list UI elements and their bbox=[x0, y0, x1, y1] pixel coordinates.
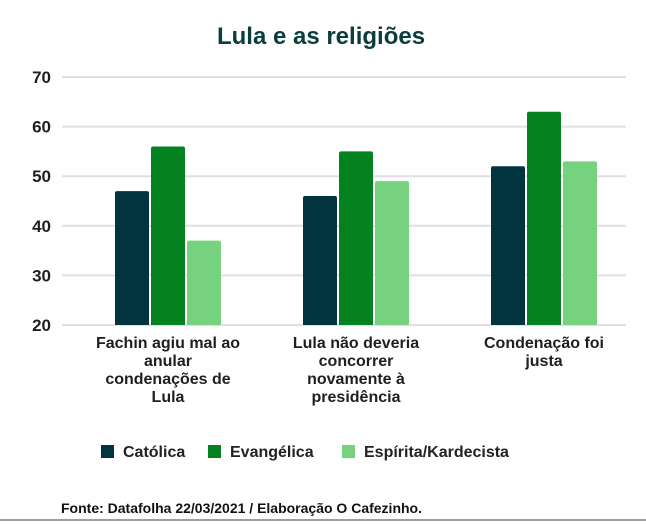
x-tick-label: Lula não deveria concorrer novamente à pres… bbox=[293, 335, 419, 406]
y-tick-label: 60 bbox=[32, 118, 51, 137]
x-tick-label-line: condenações de bbox=[105, 371, 230, 388]
legend-swatch bbox=[101, 445, 114, 458]
bar-esp-rita-kardecista-0 bbox=[187, 240, 221, 325]
legend-label: Católica bbox=[123, 444, 185, 461]
x-tick-label-line: justa bbox=[524, 353, 562, 370]
bar-esp-rita-kardecista-1 bbox=[375, 181, 409, 325]
x-axis-labels: Fachin agiu mal ao anular condenações de Lu… bbox=[96, 335, 604, 406]
x-tick-label-line: Lula bbox=[152, 389, 185, 406]
bars bbox=[115, 111, 597, 325]
legend-label: Espírita/Kardecista bbox=[364, 444, 509, 461]
chart-title: Lula e as religiões bbox=[217, 23, 425, 50]
legend-swatch bbox=[342, 445, 355, 458]
x-tick-label-line: Fachin agiu mal ao bbox=[96, 335, 240, 352]
x-tick-label: Fachin agiu mal ao anular condenações de Lu… bbox=[96, 335, 240, 406]
legend-swatch bbox=[208, 445, 221, 458]
x-tick-label-line: concorrer bbox=[319, 353, 394, 370]
x-tick-label-line: Condenação foi bbox=[484, 335, 604, 352]
y-tick-label: 20 bbox=[32, 316, 51, 335]
x-tick-label-line: anular bbox=[144, 353, 192, 370]
y-tick-label: 70 bbox=[32, 68, 51, 87]
y-tick-label: 30 bbox=[32, 266, 51, 285]
x-tick-label-line: Lula não deveria bbox=[293, 335, 419, 352]
bar-esp-rita-kardecista-2 bbox=[563, 161, 597, 325]
bar-cat-lica-2 bbox=[491, 166, 525, 325]
bar-cat-lica-0 bbox=[115, 191, 149, 325]
source-note: Fonte: Datafolha 22/03/2021 / Elaboração… bbox=[61, 500, 422, 516]
x-tick-label-line: novamente à bbox=[307, 371, 405, 388]
y-tick-label: 50 bbox=[32, 167, 51, 186]
legend: Católica Evangélica Espírita/Kardecista bbox=[101, 444, 509, 461]
legend-label: Evangélica bbox=[230, 444, 314, 461]
bar-evang-lica-0 bbox=[151, 146, 185, 325]
bar-evang-lica-2 bbox=[527, 111, 561, 325]
x-tick-label: Condenação foi justa bbox=[484, 335, 604, 370]
y-tick-label: 40 bbox=[32, 217, 51, 236]
bar-cat-lica-1 bbox=[303, 196, 337, 325]
y-axis-ticks: 20 30 40 50 60 70 bbox=[32, 68, 51, 335]
bar-evang-lica-1 bbox=[339, 151, 373, 325]
x-tick-label-line: presidência bbox=[312, 389, 401, 406]
